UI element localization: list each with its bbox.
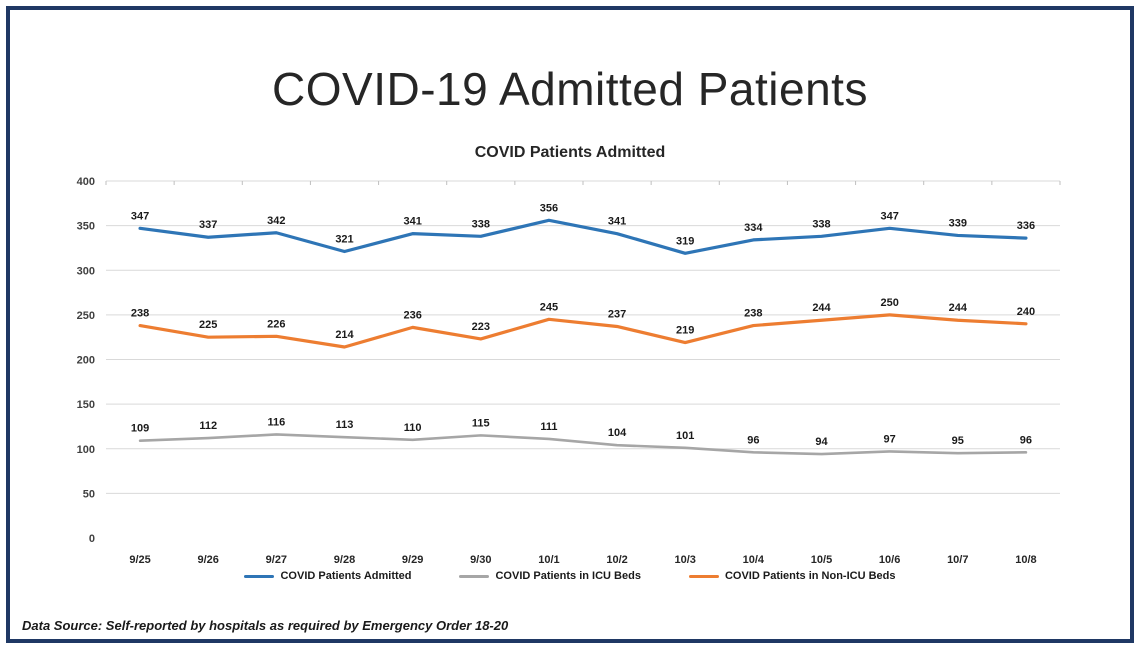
data-label: 101 <box>676 430 694 442</box>
data-label: 240 <box>1017 306 1035 318</box>
x-axis-label: 10/4 <box>743 554 765 566</box>
data-label: 115 <box>472 417 490 429</box>
x-axis-label: 10/2 <box>606 554 627 566</box>
data-label: 214 <box>335 329 354 341</box>
y-axis-label: 350 <box>77 221 95 233</box>
x-axis-label: 10/8 <box>1015 554 1036 566</box>
data-label: 96 <box>1020 434 1032 446</box>
x-axis-label: 9/25 <box>129 554 150 566</box>
data-label: 336 <box>1017 220 1035 232</box>
y-axis-label: 250 <box>77 310 95 322</box>
x-axis-label: 9/26 <box>198 554 219 566</box>
legend-label: COVID Patients in Non-ICU Beds <box>724 570 896 582</box>
data-label: 110 <box>404 422 422 434</box>
data-label: 238 <box>744 308 762 320</box>
legend-line-swatch-icon <box>688 574 719 578</box>
data-label: 111 <box>540 421 557 433</box>
data-label: 321 <box>335 234 353 246</box>
data-label: 339 <box>949 217 967 229</box>
y-axis-label: 400 <box>77 176 95 188</box>
x-axis-label: 9/27 <box>266 554 287 566</box>
data-label: 236 <box>403 309 421 321</box>
x-axis-label: 10/1 <box>538 554 559 566</box>
series-line <box>138 313 1028 349</box>
chart-legend: COVID Patients Admitted COVID Patients in… <box>0 570 1140 582</box>
data-label: 356 <box>540 202 558 214</box>
data-label: 338 <box>472 218 490 230</box>
data-label: 219 <box>676 325 694 337</box>
y-axis-label: 100 <box>77 444 95 456</box>
data-label: 116 <box>267 416 285 428</box>
page-title: COVID-19 Admitted Patients <box>272 63 868 115</box>
x-axis-label: 10/5 <box>811 554 832 566</box>
data-label: 245 <box>540 301 558 313</box>
data-label: 95 <box>952 435 964 447</box>
x-axis-label: 10/7 <box>947 554 968 566</box>
y-axis-label: 150 <box>77 399 95 411</box>
legend-line-swatch-icon <box>459 574 490 578</box>
legend-line-swatch-icon <box>244 574 275 578</box>
data-label: 319 <box>676 235 694 247</box>
x-axis-label: 9/29 <box>402 554 423 566</box>
y-axis-label: 0 <box>89 533 95 545</box>
data-label: 223 <box>472 321 490 333</box>
x-axis-label: 10/3 <box>675 554 696 566</box>
y-axis-label: 50 <box>83 488 95 500</box>
chart-canvas: 0 50 100 150 200 250 300 350 400 9/25 9/26 9/27 9/28… <box>77 176 1061 566</box>
data-label: 237 <box>608 308 626 320</box>
legend-item: COVID Patients in ICU Beds <box>459 570 641 582</box>
data-label: 347 <box>131 210 149 222</box>
page-frame <box>6 6 1134 643</box>
legend-label: COVID Patients in ICU Beds <box>495 570 641 582</box>
data-label: 96 <box>747 434 759 446</box>
data-label: 112 <box>199 420 217 432</box>
data-label: 94 <box>815 436 828 448</box>
data-label: 342 <box>267 215 285 227</box>
data-label: 250 <box>880 297 898 309</box>
data-label: 244 <box>949 302 968 314</box>
legend-item: COVID Patients Admitted <box>244 570 411 582</box>
data-label: 113 <box>336 419 354 431</box>
data-label: 238 <box>131 308 149 320</box>
data-label: 244 <box>812 302 831 314</box>
legend-label: COVID Patients Admitted <box>280 570 412 582</box>
x-axis-label: 9/30 <box>470 554 491 566</box>
data-label: 347 <box>880 210 898 222</box>
y-axis-label: 300 <box>77 265 95 277</box>
data-label: 104 <box>608 427 627 439</box>
x-axis-label: 10/6 <box>879 554 900 566</box>
legend-item: COVID Patients in Non-ICU Beds <box>688 570 896 582</box>
data-label: 338 <box>812 218 830 230</box>
data-label: 97 <box>884 433 896 445</box>
data-label: 109 <box>131 423 149 435</box>
chart-title: COVID Patients Admitted <box>474 144 666 161</box>
series-line <box>138 433 1028 456</box>
data-label: 226 <box>267 318 285 330</box>
series-line <box>138 218 1028 255</box>
x-axis-label: 9/28 <box>334 554 355 566</box>
data-label: 341 <box>403 216 421 228</box>
data-label: 337 <box>199 219 217 231</box>
data-label: 225 <box>199 319 217 331</box>
y-axis-label: 200 <box>77 355 95 367</box>
data-source-note: Data Source: Self-reported by hospitals … <box>22 618 509 633</box>
data-label: 341 <box>608 216 626 228</box>
data-label: 334 <box>744 222 763 234</box>
